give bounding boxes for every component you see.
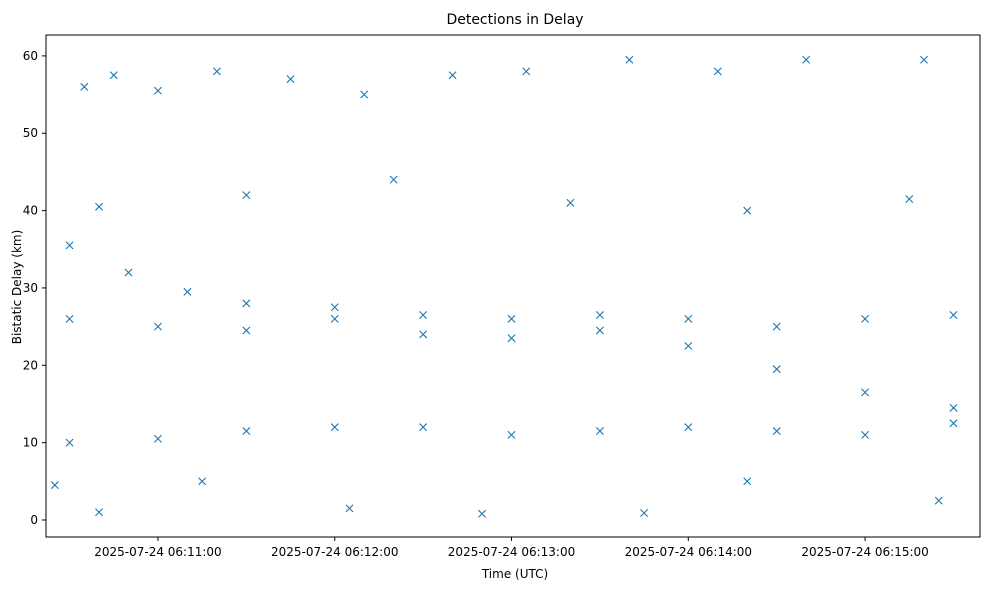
track-point [419, 330, 428, 339]
scatter-point [345, 504, 354, 513]
scatter-point [743, 206, 752, 215]
track-point [65, 314, 74, 323]
track-point [242, 326, 251, 335]
track-point [124, 268, 133, 277]
y-tick-label: 0 [30, 513, 38, 527]
y-tick-label: 60 [23, 49, 38, 63]
scatter-point [713, 67, 722, 76]
track-point [772, 322, 781, 331]
track-point [419, 423, 428, 432]
x-tick-label: 2025-07-24 06:12:00 [271, 545, 398, 559]
track-point [65, 438, 74, 447]
x-axis: 2025-07-24 06:11:00 2025-07-24 06:12:00 20… [94, 537, 929, 559]
track-point [242, 299, 251, 308]
track-point [949, 311, 958, 319]
scatter-point [566, 198, 575, 207]
scatter-point [95, 202, 104, 211]
scatter-point [743, 477, 752, 486]
scatter-point [286, 75, 295, 84]
scatter-point [212, 67, 221, 76]
scatter-point [153, 86, 162, 95]
track-point [330, 303, 339, 312]
scatter-point [448, 71, 457, 80]
track-point [684, 314, 693, 323]
scatter-point [242, 191, 251, 200]
track-point [183, 287, 192, 296]
scatter-point [934, 496, 943, 505]
track-point [330, 314, 339, 323]
scatter-point [905, 194, 914, 203]
x-tick-label: 2025-07-24 06:13:00 [448, 545, 575, 559]
scatter-point [640, 509, 649, 518]
track-point [684, 341, 693, 350]
chart-title: Detections in Delay [446, 12, 583, 28]
scatter-point [198, 477, 207, 486]
plot-frame [45, 34, 981, 538]
y-tick-label: 20 [23, 358, 38, 372]
scatter-point [920, 55, 929, 64]
scatter-point [80, 82, 89, 91]
track-point [772, 427, 781, 436]
x-tick-label: 2025-07-24 06:14:00 [625, 545, 752, 559]
y-axis-label: Bistatic Delay (km) [10, 230, 24, 345]
y-tick-label: 30 [23, 281, 38, 295]
x-tick-label: 2025-07-24 06:11:00 [94, 545, 221, 559]
x-axis-label: Time (UTC) [481, 567, 548, 581]
track-point [949, 419, 958, 428]
track-point [507, 334, 516, 343]
track-point [861, 314, 870, 323]
y-tick-label: 40 [23, 204, 38, 218]
track-point [507, 314, 516, 323]
x-tick-label: 2025-07-24 06:15:00 [801, 545, 928, 559]
track-point [949, 403, 958, 412]
scatter-point [802, 55, 811, 64]
scatter-point [522, 67, 531, 76]
scatter-point [109, 71, 118, 80]
scatter-point [50, 481, 59, 490]
track-point [595, 326, 604, 335]
marks-layer [50, 55, 958, 518]
track-point [153, 434, 162, 443]
track-point [595, 311, 604, 319]
scatter-point [95, 508, 104, 517]
track-point [330, 423, 339, 432]
track-point [419, 311, 428, 319]
y-axis: 0 10 20 30 40 50 60 [23, 49, 46, 527]
track-point [861, 388, 870, 397]
track-point [684, 423, 693, 432]
scatter-point [625, 55, 634, 64]
track-point [861, 430, 870, 439]
track-point [65, 241, 74, 250]
y-tick-label: 10 [23, 436, 38, 450]
track-point [507, 430, 516, 439]
scatter-point [360, 90, 369, 99]
scatter-point [478, 509, 487, 518]
track-point [153, 322, 162, 331]
scatter-point [389, 175, 398, 184]
track-point [595, 427, 604, 436]
y-tick-label: 50 [23, 126, 38, 140]
track-point [242, 427, 251, 436]
track-point [772, 365, 781, 374]
